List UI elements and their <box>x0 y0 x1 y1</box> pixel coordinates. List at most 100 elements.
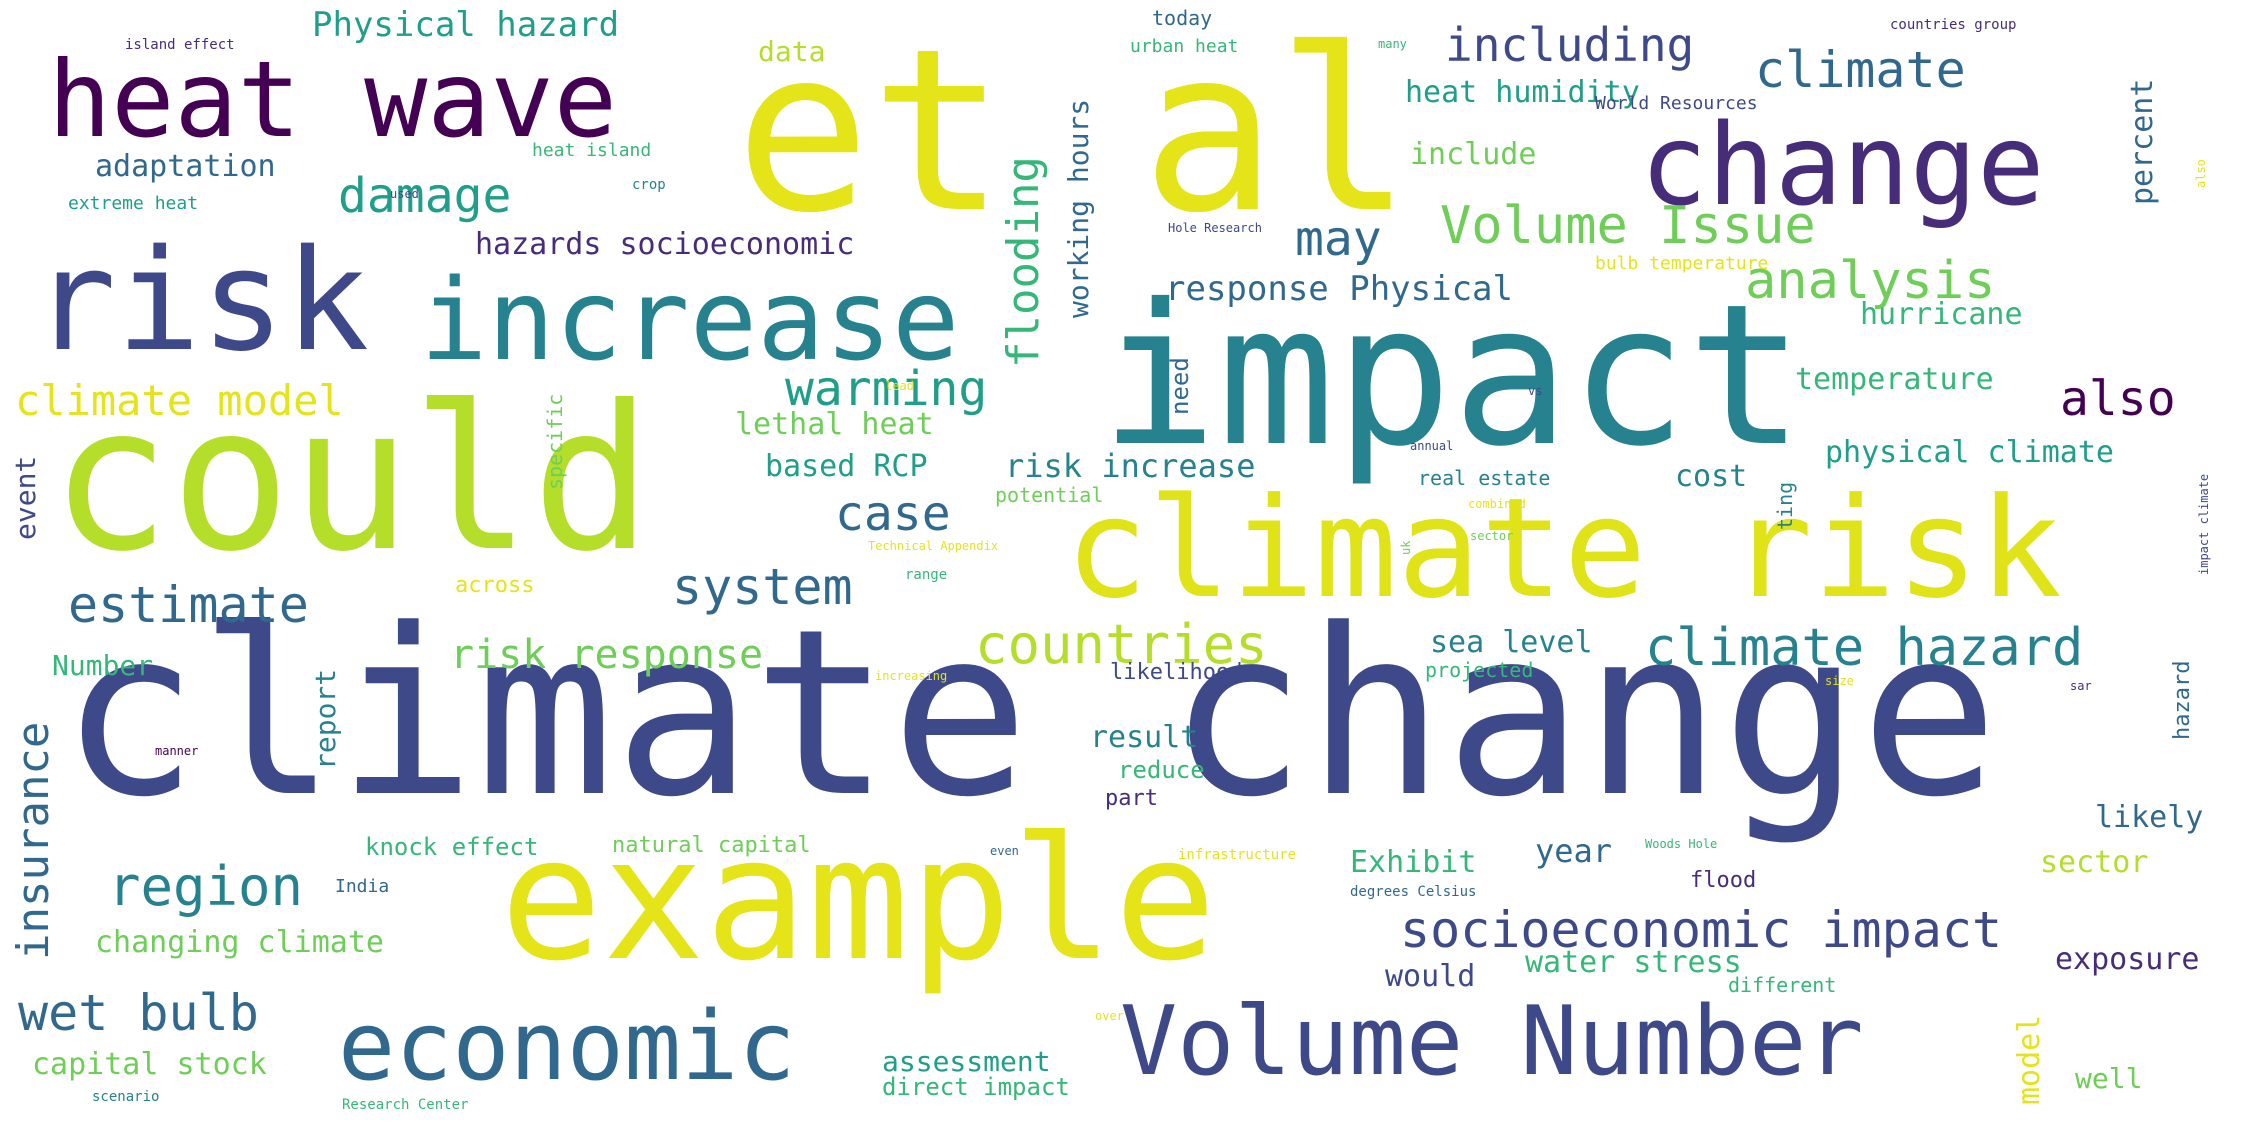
word: example <box>500 801 1217 999</box>
word: data <box>758 35 826 68</box>
word: impact <box>1100 262 1805 489</box>
word: heat humidity <box>1405 75 1640 110</box>
word: across <box>455 573 535 598</box>
word: crop <box>632 177 666 193</box>
word: direct impact <box>882 1073 1070 1101</box>
word: climate risk <box>1065 468 2062 629</box>
word: vs <box>1528 384 1543 398</box>
word: working hours <box>1062 98 1095 318</box>
word: used <box>390 187 419 201</box>
word: insurance <box>8 721 59 960</box>
word: India <box>335 876 390 897</box>
word: island effect <box>125 37 235 53</box>
word: percent <box>2125 78 2160 205</box>
word: World Resources <box>1595 93 1758 114</box>
word: Volume Issue <box>1440 196 1816 256</box>
word: extreme heat <box>68 193 199 214</box>
word: economic <box>338 992 796 1102</box>
word: hazard <box>2170 660 2195 740</box>
word: even <box>990 844 1019 858</box>
word: Research Center <box>342 1097 469 1113</box>
word: would <box>1385 959 1476 994</box>
word: reduce <box>1118 756 1205 784</box>
word: water stress <box>1525 945 1742 980</box>
word: lethal heat <box>735 407 934 442</box>
word: impact climate <box>2197 473 2211 575</box>
word: adaptation <box>95 149 276 184</box>
word: ting <box>1773 481 1797 530</box>
word: lead <box>885 379 914 393</box>
word: temperature <box>1795 362 1994 397</box>
word: annual <box>1410 439 1454 453</box>
word: region <box>108 855 304 918</box>
word: also <box>2194 159 2208 188</box>
word: increasing <box>875 669 948 683</box>
word: countries <box>975 613 1268 676</box>
word: based RCP <box>765 449 928 484</box>
word: increase <box>420 256 960 386</box>
word: change <box>1640 101 2045 231</box>
word: analysis <box>1745 251 1996 311</box>
word: case <box>835 486 951 542</box>
word: specific <box>543 393 567 490</box>
word: well <box>2075 1062 2143 1095</box>
word: capital stock <box>32 1047 267 1082</box>
word: may <box>1295 211 1382 267</box>
word: model <box>2012 1014 2047 1105</box>
word: cost <box>1675 459 1748 494</box>
word: degrees Celsius <box>1350 884 1477 900</box>
word: flooding <box>998 156 1049 368</box>
word: estimate <box>68 576 309 634</box>
word: heat wave <box>48 39 617 161</box>
word: natural capital <box>612 833 811 858</box>
word: hazards socioeconomic <box>475 227 855 262</box>
word: climate <box>1755 41 1966 99</box>
word: likely <box>2095 800 2204 835</box>
word: risk response <box>450 632 764 678</box>
word: sector <box>1470 529 1514 543</box>
word: socioeconomic impact <box>1400 901 2003 959</box>
word: Exhibit <box>1350 845 1477 880</box>
word: real estate <box>1418 466 1551 490</box>
word: heat island <box>532 140 652 161</box>
word: projected <box>1425 658 1534 682</box>
word: risk increase <box>1005 447 1256 485</box>
word: climate change <box>60 581 1999 848</box>
word: flood <box>1690 868 1757 893</box>
word: result <box>1090 720 1199 755</box>
word: sar <box>2070 679 2092 693</box>
word: Volume Number <box>1120 987 1864 1097</box>
word: uk <box>1399 540 1413 555</box>
word: infrastructure <box>1178 847 1297 863</box>
word: hurricane <box>1860 297 2023 332</box>
word: Number <box>52 649 154 682</box>
word: sea level <box>1430 625 1593 660</box>
word: today <box>1152 6 1213 30</box>
word: size <box>1825 674 1854 688</box>
word: Technical Appendix <box>868 539 999 553</box>
word: including <box>1445 18 1695 72</box>
word: physical climate <box>1825 435 2114 470</box>
word: event <box>9 455 42 540</box>
word: likelihood <box>1110 660 1243 685</box>
word: Physical hazard <box>312 5 620 45</box>
word: climate hazard <box>1645 618 2084 678</box>
word: damage <box>338 168 512 224</box>
word: range <box>905 567 948 583</box>
word: manner <box>155 744 199 758</box>
word: system <box>672 558 853 616</box>
word: report <box>309 668 342 770</box>
word: assessment <box>882 1045 1051 1078</box>
word: year <box>1535 832 1613 870</box>
word: countries group <box>1890 17 2017 33</box>
word: knock effect <box>365 833 539 861</box>
word: response Physical <box>1165 269 1513 309</box>
word: risk <box>32 220 370 383</box>
word: sector <box>2040 845 2149 880</box>
word: different <box>1728 973 1837 997</box>
word: Hole Research <box>1168 221 1262 235</box>
word: urban heat <box>1130 36 1239 57</box>
word: combined <box>1468 497 1526 511</box>
word: Woods Hole <box>1645 837 1718 851</box>
